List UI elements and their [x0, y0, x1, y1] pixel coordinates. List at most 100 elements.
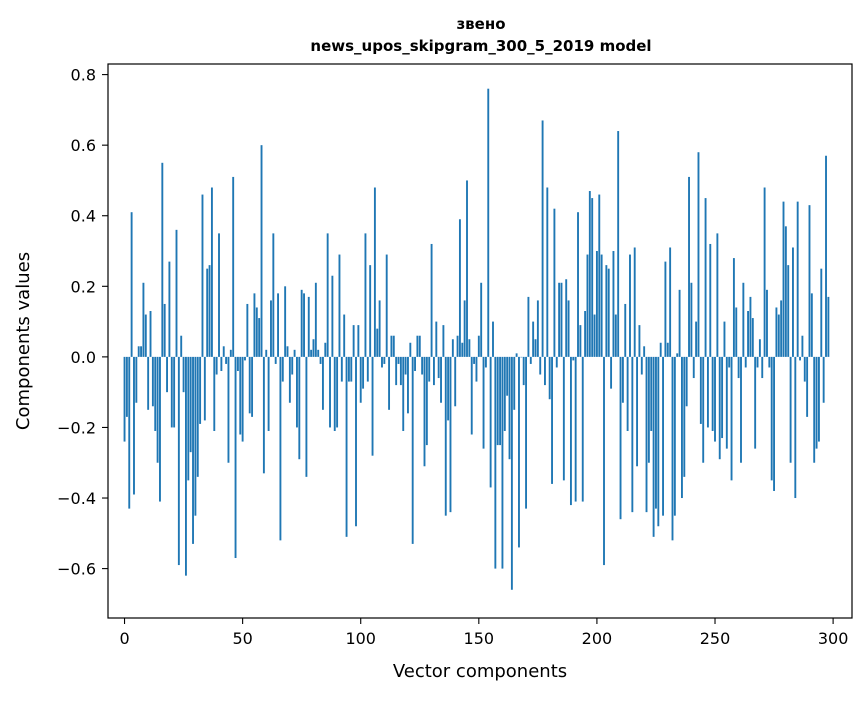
bar [175, 229, 178, 357]
bar [421, 356, 424, 375]
bar [544, 356, 546, 386]
bar [822, 356, 825, 403]
bar [267, 356, 270, 431]
bar [137, 346, 140, 357]
bar [569, 356, 572, 506]
bar [787, 265, 790, 357]
bar [369, 265, 372, 357]
bar [300, 289, 303, 357]
bar [572, 356, 575, 361]
bar [404, 356, 407, 375]
bar [789, 356, 792, 463]
x-tick-label: 200 [582, 629, 613, 648]
bar [425, 356, 428, 446]
bar [754, 356, 757, 449]
bar [777, 314, 780, 357]
bar [782, 201, 785, 357]
y-tick-label: 0.4 [71, 207, 96, 226]
bar [166, 356, 168, 393]
bar [685, 356, 688, 407]
bar [666, 342, 669, 357]
bar [423, 356, 426, 467]
bar [371, 356, 374, 456]
bar [333, 356, 336, 431]
bar [444, 356, 447, 516]
bar [501, 356, 504, 569]
bar [591, 198, 594, 357]
bar [548, 356, 551, 400]
bar [647, 356, 650, 463]
bar [652, 356, 655, 537]
bar [813, 356, 816, 463]
bar [605, 265, 608, 357]
bar [676, 353, 679, 357]
bar [220, 356, 223, 371]
bar [803, 356, 806, 382]
y-tick-label: −0.4 [57, 489, 96, 508]
bar [451, 339, 454, 357]
chart-title-line1: звено [456, 15, 505, 33]
bar [619, 356, 622, 520]
bar [378, 300, 381, 357]
bar [433, 356, 435, 386]
bar [475, 356, 478, 382]
bar [364, 233, 367, 357]
bar [312, 339, 315, 357]
bar [744, 356, 747, 368]
bar [747, 311, 750, 357]
bar [201, 194, 204, 357]
bar [440, 356, 442, 403]
bar [461, 342, 464, 357]
bar [614, 314, 617, 357]
bar [331, 275, 334, 357]
bar [326, 233, 329, 357]
bar [482, 356, 485, 449]
bar [206, 268, 209, 357]
bar [633, 247, 636, 357]
bar [522, 356, 525, 386]
bar [161, 162, 164, 357]
bar [749, 296, 752, 357]
bar [170, 356, 173, 428]
bar [279, 356, 282, 541]
bar [603, 356, 605, 566]
bar [612, 251, 615, 357]
bar [711, 356, 714, 431]
bar [125, 356, 128, 417]
bar [820, 268, 823, 357]
bar [579, 325, 582, 357]
bar [690, 282, 693, 357]
bar [518, 356, 520, 548]
bar [355, 356, 357, 527]
bar [156, 356, 159, 463]
bar [414, 356, 416, 371]
bar [784, 226, 787, 357]
bar [466, 180, 468, 357]
bar [541, 120, 544, 357]
bar [310, 349, 313, 357]
bar [640, 356, 643, 375]
bar [574, 356, 577, 502]
y-tick-label: −0.2 [57, 418, 96, 437]
bar [218, 233, 220, 357]
bar [704, 198, 707, 357]
bar [794, 356, 797, 499]
bar [128, 356, 131, 509]
bar [173, 356, 176, 428]
bar [718, 356, 721, 460]
bar [277, 293, 279, 357]
bar [317, 349, 320, 357]
bar [716, 233, 719, 357]
bar [208, 265, 211, 357]
bar [669, 247, 672, 357]
bar [621, 356, 624, 403]
bar [584, 311, 587, 357]
y-tick-label: 0.2 [71, 277, 96, 296]
bar [496, 356, 499, 446]
bar [284, 286, 287, 357]
bar [123, 356, 126, 442]
bar [655, 356, 657, 509]
bar [411, 356, 414, 544]
bar [808, 205, 811, 357]
